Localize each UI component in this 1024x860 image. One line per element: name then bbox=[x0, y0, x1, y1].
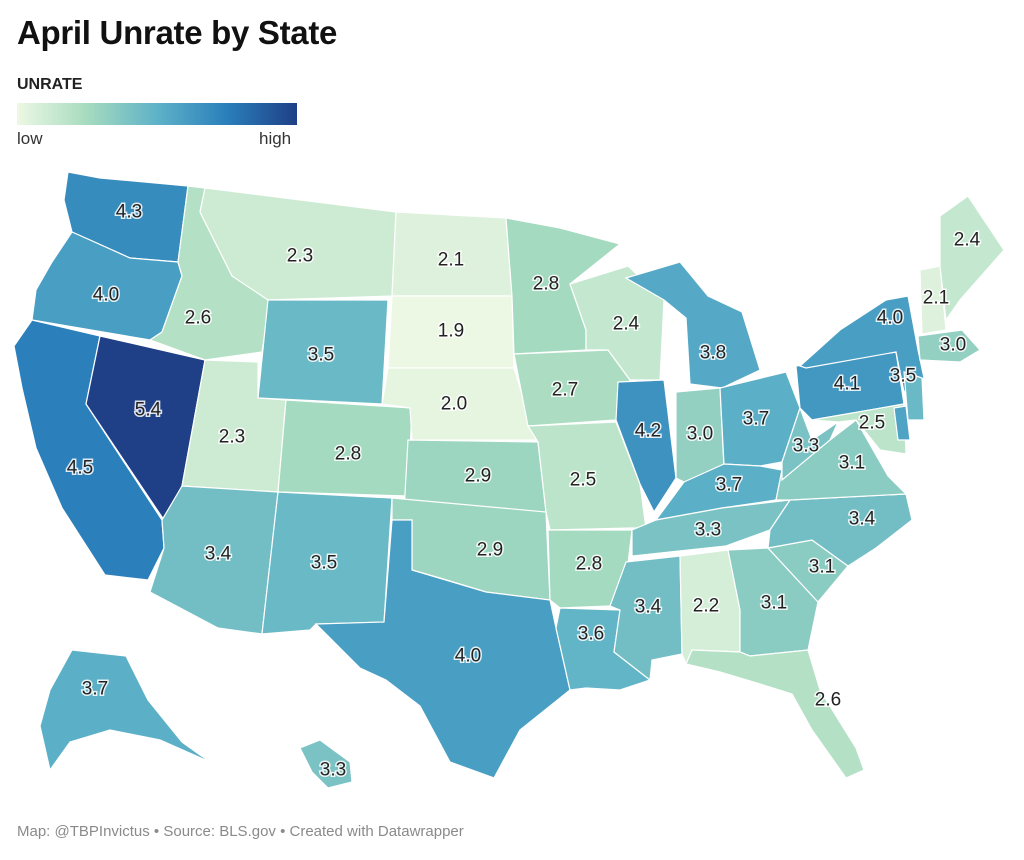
state-shapes bbox=[13, 171, 1005, 789]
value-label-NV: 5.4 bbox=[135, 400, 162, 421]
value-label-AL: 2.2 bbox=[693, 596, 719, 617]
value-label-MN: 2.8 bbox=[533, 274, 559, 295]
value-label-HI: 3.3 bbox=[320, 760, 346, 781]
value-label-NH: 2.1 bbox=[923, 288, 949, 309]
state-FL[interactable] bbox=[685, 649, 865, 779]
value-label-KS: 2.9 bbox=[465, 466, 491, 487]
value-label-WI: 2.4 bbox=[613, 314, 640, 335]
legend-color-scale bbox=[17, 103, 297, 125]
state-ME[interactable] bbox=[939, 195, 1005, 322]
value-label-MS: 3.4 bbox=[635, 597, 662, 618]
value-label-MI: 3.8 bbox=[700, 343, 726, 364]
value-label-KY: 3.7 bbox=[716, 475, 742, 496]
state-DE[interactable] bbox=[893, 405, 911, 441]
value-label-NY: 4.0 bbox=[877, 308, 903, 329]
value-label-CO: 2.8 bbox=[335, 444, 361, 465]
value-label-FL: 2.6 bbox=[815, 690, 841, 711]
value-label-NE: 2.0 bbox=[441, 394, 467, 415]
value-label-TN: 3.3 bbox=[695, 520, 721, 541]
value-label-ND: 2.1 bbox=[438, 250, 464, 271]
value-label-NJ: 3.5 bbox=[890, 366, 916, 387]
state-MA[interactable] bbox=[917, 329, 981, 363]
state-NJ[interactable] bbox=[903, 371, 925, 421]
value-label-NM: 3.5 bbox=[311, 553, 337, 574]
value-label-TX: 4.0 bbox=[455, 646, 481, 667]
value-label-GA: 3.1 bbox=[761, 593, 787, 614]
value-label-UT: 2.3 bbox=[219, 427, 245, 448]
value-label-MO: 2.5 bbox=[570, 470, 596, 491]
value-label-AZ: 3.4 bbox=[205, 544, 232, 565]
value-label-OR: 4.0 bbox=[93, 285, 119, 306]
value-label-MA: 3.0 bbox=[940, 335, 966, 356]
value-label-CA: 4.5 bbox=[67, 458, 93, 479]
value-label-ME: 2.4 bbox=[954, 230, 981, 251]
value-label-IA: 2.7 bbox=[552, 380, 578, 401]
legend-low-label: low bbox=[17, 129, 43, 148]
footer-credit: Map: @TBPInvictus • Source: BLS.gov • Cr… bbox=[17, 823, 464, 840]
state-NY[interactable] bbox=[798, 295, 925, 394]
value-label-IN: 3.0 bbox=[687, 424, 713, 445]
state-HI[interactable] bbox=[299, 739, 353, 789]
state-MD[interactable] bbox=[811, 403, 907, 455]
value-label-MT: 2.3 bbox=[287, 246, 313, 267]
value-label-OH: 3.7 bbox=[743, 409, 769, 430]
legend-title: UNRATE bbox=[17, 76, 83, 93]
state-IL[interactable] bbox=[615, 379, 677, 514]
value-label-ID: 2.6 bbox=[185, 308, 211, 329]
legend-high-label: high bbox=[259, 129, 292, 148]
value-label-OK: 2.9 bbox=[477, 540, 503, 561]
value-label-AR: 2.8 bbox=[576, 554, 602, 575]
chart-title: April Unrate by State bbox=[17, 14, 338, 51]
value-label-WA: 4.3 bbox=[116, 202, 142, 223]
value-label-LA: 3.6 bbox=[578, 624, 604, 645]
value-label-WV: 3.3 bbox=[793, 436, 819, 457]
state-TX[interactable] bbox=[314, 519, 571, 779]
value-label-WY: 3.5 bbox=[308, 345, 334, 366]
value-label-PA: 4.1 bbox=[834, 374, 860, 395]
state-MI[interactable] bbox=[624, 261, 761, 389]
state-AK[interactable] bbox=[39, 649, 211, 772]
state-value-labels: 4.3 4.0 4.5 5.4 2.6 2.3 3.5 2.3 3.4 2.8 3.5 2.1 1.9 2… bbox=[65, 200, 982, 782]
value-label-MD: 2.5 bbox=[859, 413, 885, 434]
value-label-NC: 3.4 bbox=[849, 509, 876, 530]
value-label-AK: 3.7 bbox=[82, 679, 108, 700]
value-label-VA: 3.1 bbox=[839, 453, 865, 474]
value-label-IL: 4.2 bbox=[635, 421, 661, 442]
state-NH[interactable] bbox=[919, 265, 947, 335]
state-VA[interactable] bbox=[775, 419, 908, 501]
value-label-SD: 1.9 bbox=[438, 321, 464, 342]
us-choropleth-map: 4.3 4.0 4.5 5.4 2.6 2.3 3.5 2.3 3.4 2.8 3.5 2.1 1.9 2… bbox=[13, 171, 1005, 789]
value-label-SC: 3.1 bbox=[809, 557, 835, 578]
